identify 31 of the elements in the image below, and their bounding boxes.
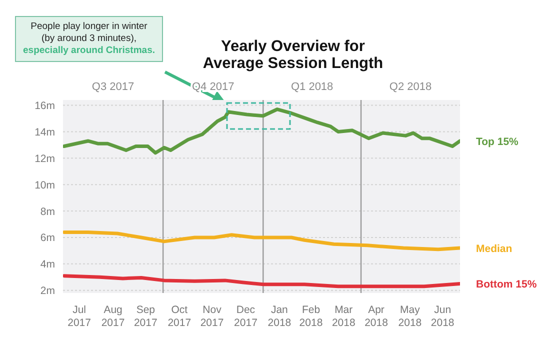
line-series	[63, 108, 460, 155]
x-tick-label: Feb 2018	[299, 304, 323, 329]
line-series	[63, 274, 460, 288]
x-tick-label: Dec 2017	[234, 304, 258, 329]
x-tick-label: Jul 2017	[68, 304, 92, 329]
y-tick-label: 16m	[34, 100, 56, 112]
x-tick-label: Jan 2018	[268, 304, 292, 329]
series-label: Top 15%	[476, 136, 520, 148]
y-tick-label: 2m	[40, 285, 56, 298]
band-label: Q3 2017	[92, 81, 134, 93]
x-tick-label: Nov 2017	[200, 304, 224, 329]
x-tick-label: Aug 2017	[101, 304, 125, 329]
y-tick-label: 10m	[34, 179, 56, 192]
text: People play longer in winter (by around 3 minutes), especially around Christmas.	[22, 21, 156, 57]
y-tick-label: 14m	[34, 126, 56, 138]
series-label: Median	[476, 243, 512, 256]
x-tick-label: Jun 2018	[430, 304, 454, 329]
x-tick-label: Mar 2018	[332, 304, 356, 329]
y-tick-label: 4m	[40, 258, 56, 271]
band-label: Q1 2018	[290, 81, 334, 93]
x-tick-label: Oct 2017	[168, 304, 192, 329]
line-series	[63, 230, 460, 252]
x-tick-label: Sep 2017	[134, 304, 158, 329]
x-tick-label: Apr 2018	[364, 304, 388, 329]
band-label: Q2 2018	[389, 81, 432, 93]
y-tick-label: 6m	[40, 232, 56, 244]
y-tick-label: 8m	[40, 206, 56, 218]
chart-title: Yearly Overview for Average Session Length	[202, 38, 384, 72]
series-label: Bottom 15%	[476, 278, 538, 291]
x-tick-label: May 2018	[398, 304, 422, 329]
y-tick-label: 12m	[34, 152, 56, 165]
